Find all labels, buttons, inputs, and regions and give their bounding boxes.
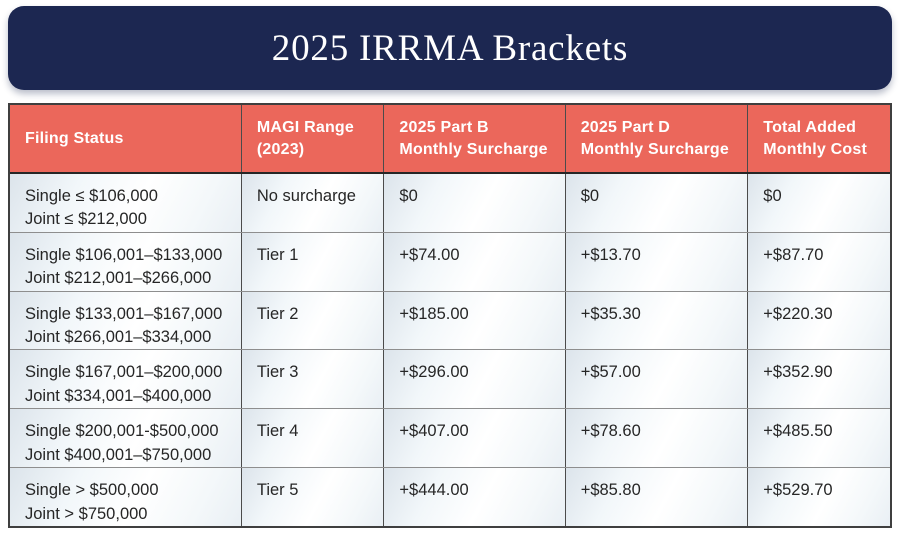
- cell-text: Single $200,001-$500,000: [25, 422, 219, 441]
- magi-range-cell: Tier 5: [241, 468, 385, 526]
- total-cost-cell: +$220.30: [748, 291, 890, 350]
- page-title: 2025 IRRMA Brackets: [271, 27, 629, 69]
- total-cost-cell: +$352.90: [748, 350, 890, 409]
- table-row: Single $133,001–$167,000 Joint $266,001–…: [10, 291, 890, 351]
- cell-text: Joint ≤ $212,000: [25, 210, 147, 229]
- part-b-surcharge-cell: +$407.00: [384, 409, 566, 468]
- part-b-surcharge-cell: +$296.00: [384, 350, 566, 409]
- filing-status-cell: Single $200,001-$500,000 Joint $400,001–…: [10, 409, 242, 468]
- part-d-surcharge-cell: +$78.60: [565, 409, 749, 468]
- filing-status-cell: Single $167,001–$200,000 Joint $334,001–…: [10, 350, 242, 409]
- total-cost-cell: +$529.70: [748, 468, 890, 526]
- header-label-line: Monthly Surcharge: [580, 140, 729, 158]
- part-b-surcharge-cell: +$74.00: [384, 232, 566, 291]
- column-header-filing-status: Filing Status: [10, 105, 242, 172]
- header-label-line: Monthly Cost: [763, 140, 868, 158]
- part-d-surcharge-cell: +$35.30: [565, 291, 749, 350]
- header-label-line: 2025 Part D: [580, 118, 671, 136]
- part-d-surcharge-cell: +$13.70: [565, 232, 749, 291]
- cell-text: Joint > $750,000: [25, 504, 148, 523]
- part-b-surcharge-cell: +$444.00: [384, 468, 566, 526]
- magi-range-cell: No surcharge: [241, 174, 385, 232]
- filing-status-cell: Single ≤ $106,000 Joint ≤ $212,000: [10, 174, 242, 232]
- cell-text: Single > $500,000: [25, 481, 159, 500]
- magi-range-cell: Tier 4: [241, 409, 385, 468]
- table-row: Single $167,001–$200,000 Joint $334,001–…: [10, 350, 890, 410]
- part-b-surcharge-cell: $0: [384, 174, 566, 232]
- cell-text: Single $167,001–$200,000: [25, 363, 223, 382]
- column-header-part-d-surcharge: 2025 Part D Monthly Surcharge: [566, 105, 749, 172]
- part-d-surcharge-cell: +$57.00: [565, 350, 749, 409]
- title-banner: 2025 IRRMA Brackets: [8, 6, 892, 90]
- column-header-magi-range: MAGI Range (2023): [242, 105, 385, 172]
- header-label-line: Total Added: [763, 118, 857, 136]
- total-cost-cell: +$87.70: [748, 232, 890, 291]
- table-row: Single ≤ $106,000 Joint ≤ $212,000 No su…: [10, 174, 890, 233]
- table-row: Single $200,001-$500,000 Joint $400,001–…: [10, 409, 890, 469]
- part-b-surcharge-cell: +$185.00: [384, 291, 566, 350]
- column-header-part-b-surcharge: 2025 Part B Monthly Surcharge: [384, 105, 566, 172]
- magi-range-cell: Tier 2: [241, 291, 385, 350]
- cell-text: Single $106,001–$133,000: [25, 245, 223, 264]
- table-row: Single $106,001–$133,000 Joint $212,001–…: [10, 232, 890, 292]
- header-label-line: (2023): [256, 140, 305, 158]
- header-label-line: MAGI Range: [256, 118, 354, 136]
- header-label-line: 2025 Part B: [399, 118, 489, 136]
- magi-range-cell: Tier 1: [241, 232, 385, 291]
- cell-text: Joint $212,001–$266,000: [25, 269, 212, 288]
- filing-status-cell: Single > $500,000 Joint > $750,000: [10, 468, 242, 526]
- filing-status-cell: Single $133,001–$167,000 Joint $266,001–…: [10, 291, 242, 350]
- filing-status-cell: Single $106,001–$133,000 Joint $212,001–…: [10, 232, 242, 291]
- cell-text: Joint $334,001–$400,000: [25, 386, 212, 405]
- header-label-line: Monthly Surcharge: [399, 140, 548, 158]
- column-header-total-added-cost: Total Added Monthly Cost: [748, 105, 890, 172]
- table-row: Single > $500,000 Joint > $750,000 Tier …: [10, 468, 890, 526]
- total-cost-cell: $0: [748, 174, 890, 232]
- header-label-line: Filing Status: [25, 129, 124, 147]
- irmaa-brackets-table: Filing Status MAGI Range (2023) 2025 Par…: [8, 103, 892, 528]
- cell-text: Joint $400,001–$750,000: [25, 445, 212, 464]
- table-header-row: Filing Status MAGI Range (2023) 2025 Par…: [10, 105, 890, 174]
- magi-range-cell: Tier 3: [241, 350, 385, 409]
- cell-text: Single $133,001–$167,000: [25, 304, 223, 323]
- part-d-surcharge-cell: $0: [565, 174, 749, 232]
- cell-text: Single ≤ $106,000: [25, 187, 158, 205]
- cell-text: Joint $266,001–$334,000: [25, 328, 212, 347]
- part-d-surcharge-cell: +$85.80: [565, 468, 749, 526]
- total-cost-cell: +$485.50: [748, 409, 890, 468]
